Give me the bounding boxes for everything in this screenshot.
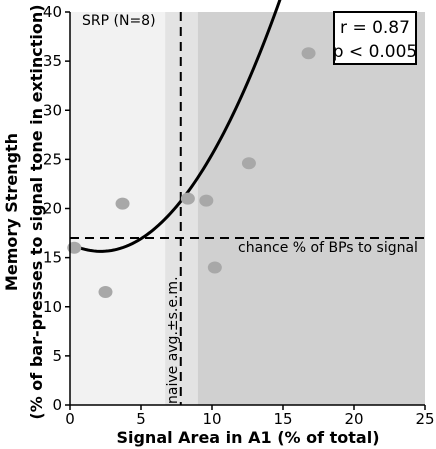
data-point-4: [180, 192, 195, 205]
y-tick-label-30: 30: [43, 101, 62, 119]
fit-curve: [69, 0, 282, 253]
above-naive-region: [197, 12, 425, 405]
p-value: p < 0.005: [333, 42, 418, 62]
data-point-6: [207, 261, 222, 274]
tick-marks: 0 5 10 15 20 25 0 5 10 15 20 25 30 35 40: [43, 3, 435, 428]
x-tick-label-0: 0: [65, 410, 75, 428]
y-tick-label-40: 40: [43, 3, 62, 21]
stats-box-frame: [333, 11, 417, 65]
data-point-3: [115, 197, 130, 210]
x-tick-label-5: 5: [136, 410, 146, 428]
x-tick-label-15: 15: [273, 410, 292, 428]
data-point-8: [301, 47, 316, 60]
y-tick-label-35: 35: [43, 52, 62, 70]
data-points: [67, 47, 316, 299]
data-point-1: [67, 241, 82, 254]
r-value: r = 0.87: [340, 18, 410, 38]
y-tick-label-15: 15: [43, 249, 62, 267]
x-tick-label-20: 20: [344, 410, 363, 428]
fit-curve-layer: [69, 0, 282, 253]
x-axis-title: Signal Area in A1 (% of total): [116, 428, 379, 447]
y-tick-label-10: 10: [43, 298, 62, 316]
x-tick-label-10: 10: [202, 410, 221, 428]
y-axis-subtitle: (% of bar-presses to signal tone in exti…: [27, 4, 46, 419]
data-point-7: [241, 157, 256, 170]
group-label: SRP (N=8): [82, 13, 156, 29]
data-point-2: [98, 286, 113, 299]
stats-box: r = 0.87 p < 0.005: [333, 11, 418, 65]
y-tick-label-0: 0: [52, 396, 62, 414]
below-naive-region: [70, 12, 166, 405]
naive-avg-label: naive avg.±s.e.m.: [165, 276, 181, 404]
y-tick-label-5: 5: [52, 347, 62, 365]
chance-level-label: chance % of BPs to signal: [238, 240, 418, 256]
y-axis-title: Memory Strength: [2, 133, 21, 291]
y-tick-label-20: 20: [43, 200, 62, 218]
data-point-5: [199, 194, 214, 207]
shaded-regions: [70, 12, 425, 405]
reference-lines: [70, 12, 425, 405]
y-tick-label-25: 25: [43, 150, 62, 168]
x-tick-label-25: 25: [415, 410, 434, 428]
